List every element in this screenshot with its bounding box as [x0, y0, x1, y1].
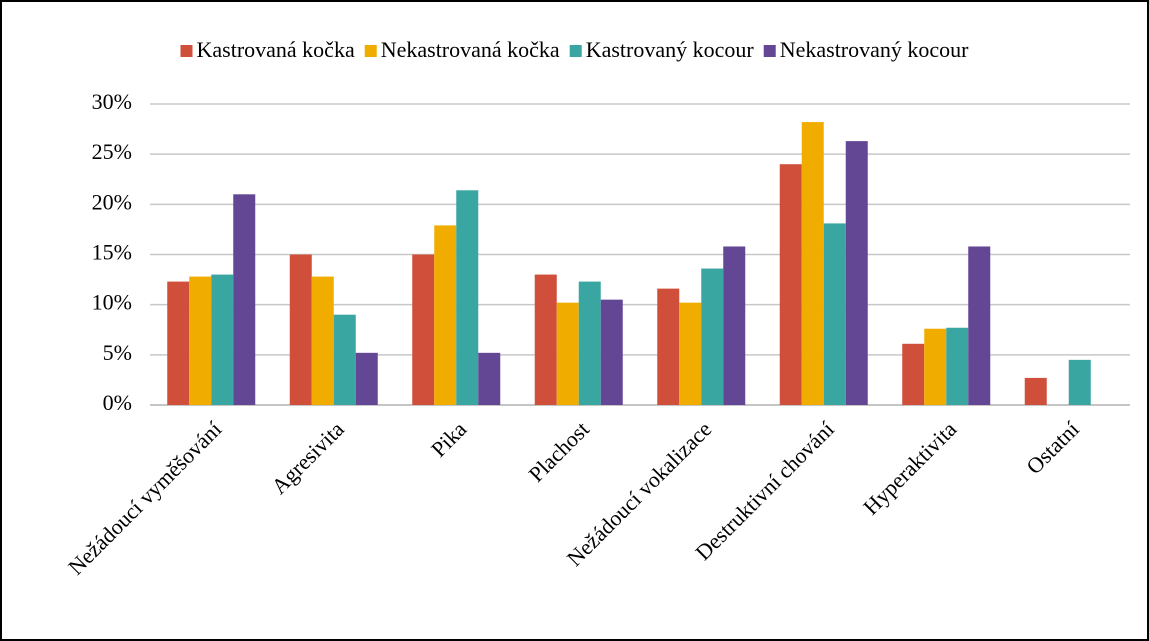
bar	[556, 302, 579, 405]
bar	[924, 328, 947, 405]
bar	[823, 223, 846, 405]
bar	[701, 268, 724, 405]
bar	[355, 352, 378, 405]
y-tick-label: 25%	[92, 139, 132, 164]
bar	[534, 274, 557, 405]
bar	[679, 302, 702, 405]
bar	[189, 276, 212, 405]
legend: Kastrovaná kočka Nekastrovaná kočka Kastro…	[180, 37, 969, 62]
legend-label: Nekastrovaný kocour	[780, 37, 969, 62]
legend-swatch	[569, 45, 582, 57]
legend-swatch	[180, 45, 193, 57]
bar	[578, 281, 601, 405]
bar	[478, 352, 501, 405]
legend-label: Kastrovaná kočka	[197, 37, 355, 62]
bar	[1024, 377, 1047, 405]
y-tick-label: 5%	[103, 340, 132, 365]
legend-label: Kastrovaný kocour	[586, 37, 755, 62]
bar	[779, 164, 802, 405]
bar	[902, 343, 925, 405]
bar	[946, 327, 969, 405]
bar	[211, 274, 234, 405]
legend-label: Nekastrovaná kočka	[381, 37, 560, 62]
bar	[289, 254, 312, 405]
bar	[333, 314, 356, 405]
bar	[845, 141, 868, 405]
y-tick-label: 20%	[92, 189, 132, 214]
bar	[600, 299, 623, 405]
bar	[233, 194, 256, 405]
bar	[167, 281, 190, 405]
bar	[456, 190, 479, 405]
y-tick-label: 30%	[92, 89, 132, 114]
bar	[434, 225, 457, 405]
legend-swatch	[763, 45, 776, 57]
bar	[1068, 359, 1091, 405]
bar	[657, 288, 680, 405]
y-tick-label: 10%	[92, 290, 132, 315]
y-tick-label: 0%	[103, 390, 132, 415]
y-tick-label: 15%	[92, 240, 132, 265]
bar	[801, 122, 824, 405]
legend-swatch	[364, 45, 377, 57]
bar	[968, 246, 991, 405]
bar	[311, 276, 334, 405]
bar	[412, 254, 435, 405]
bar	[723, 246, 746, 405]
